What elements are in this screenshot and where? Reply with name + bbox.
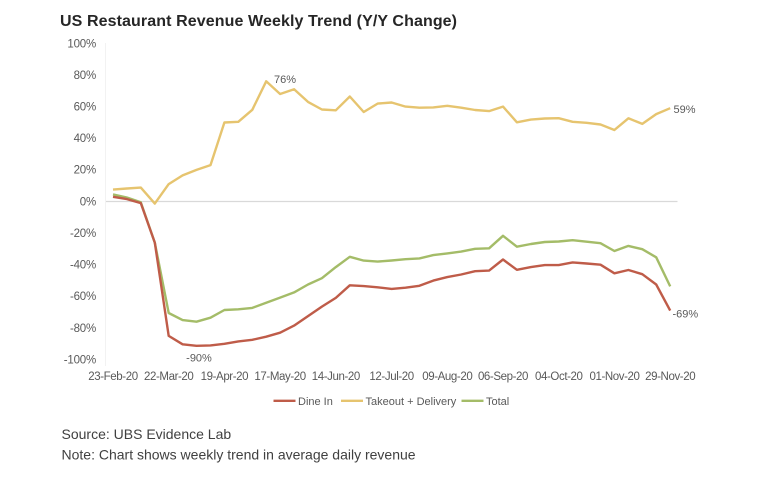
svg-text:-60%: -60% (70, 291, 96, 303)
svg-text:US Restaurant Revenue Weekly T: US Restaurant Revenue Weekly Trend (Y/Y … (60, 13, 457, 30)
svg-text:40%: 40% (74, 133, 96, 145)
svg-text:Dine In: Dine In (298, 396, 333, 408)
svg-text:100%: 100% (67, 38, 96, 50)
svg-text:Takeout + Delivery: Takeout + Delivery (366, 396, 457, 408)
svg-text:0%: 0% (80, 196, 96, 208)
svg-text:17-May-20: 17-May-20 (254, 371, 305, 383)
svg-text:Total: Total (486, 396, 509, 408)
svg-text:09-Aug-20: 09-Aug-20 (422, 371, 472, 383)
svg-text:04-Oct-20: 04-Oct-20 (535, 371, 583, 383)
svg-text:20%: 20% (74, 165, 96, 177)
svg-text:60%: 60% (74, 102, 96, 114)
svg-text:14-Jun-20: 14-Jun-20 (312, 371, 360, 383)
svg-text:12-Jul-20: 12-Jul-20 (369, 371, 413, 383)
svg-text:19-Apr-20: 19-Apr-20 (201, 371, 249, 383)
svg-text:76%: 76% (274, 74, 296, 86)
svg-text:29-Nov-20: 29-Nov-20 (645, 371, 695, 383)
svg-text:-100%: -100% (64, 354, 96, 366)
svg-text:06-Sep-20: 06-Sep-20 (478, 371, 528, 383)
svg-text:-69%: -69% (673, 309, 699, 321)
svg-text:23-Feb-20: 23-Feb-20 (88, 371, 137, 383)
svg-text:-20%: -20% (70, 228, 96, 240)
svg-text:22-Mar-20: 22-Mar-20 (144, 371, 193, 383)
svg-text:Source: UBS Evidence Lab: Source: UBS Evidence Lab (62, 426, 232, 442)
svg-text:-80%: -80% (70, 323, 96, 335)
svg-text:-40%: -40% (70, 260, 96, 272)
svg-text:59%: 59% (674, 104, 696, 116)
svg-text:-90%: -90% (186, 353, 212, 365)
svg-text:01-Nov-20: 01-Nov-20 (589, 371, 639, 383)
svg-text:Note: Chart shows weekly trend: Note: Chart shows weekly trend in averag… (62, 447, 416, 463)
svg-text:80%: 80% (74, 70, 96, 82)
